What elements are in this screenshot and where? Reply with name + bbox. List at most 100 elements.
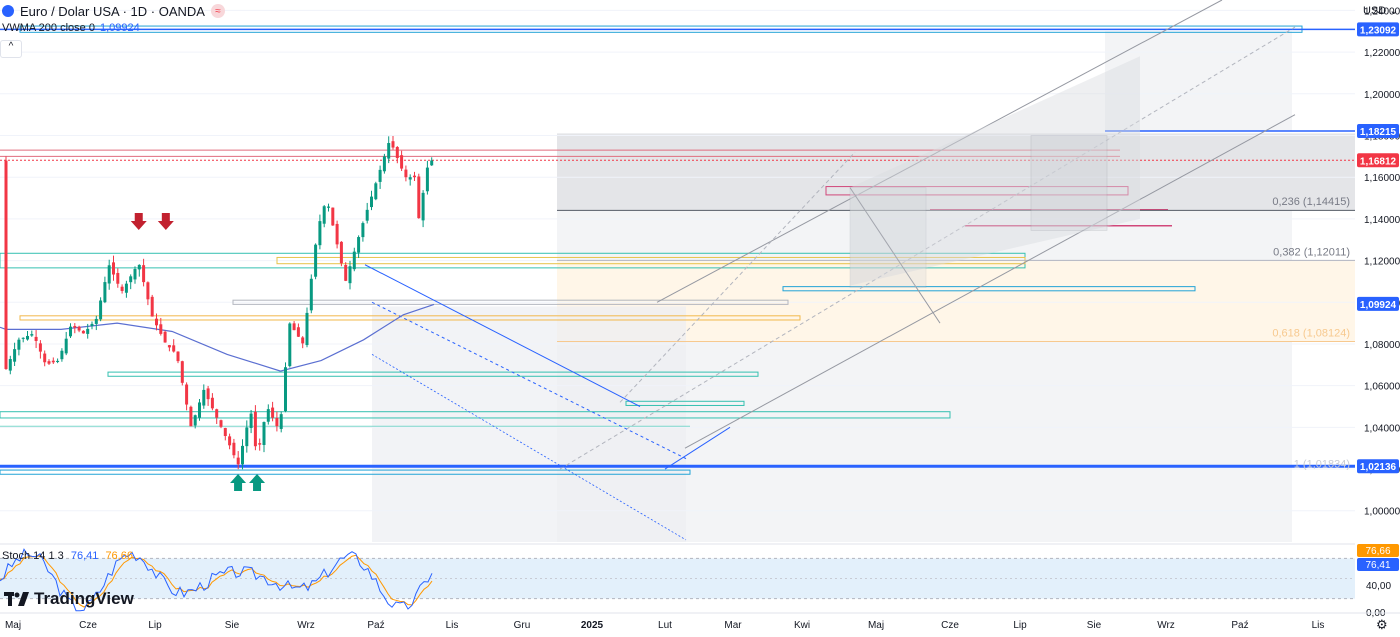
candle-body xyxy=(56,360,60,363)
candle-body xyxy=(94,318,98,324)
candle-body xyxy=(331,207,335,226)
candle-body xyxy=(146,282,150,300)
candle-body xyxy=(301,337,305,344)
currency-label: USD xyxy=(1363,5,1387,17)
candle-body xyxy=(361,223,365,238)
range-box xyxy=(849,187,927,289)
candle-body xyxy=(305,312,309,346)
euro-flag-icon xyxy=(2,5,14,17)
x-tick-label: Cze xyxy=(79,620,97,631)
vwma-legend[interactable]: VWMA 200 close 0 1,09924 xyxy=(2,22,140,34)
y-tick-label: 1,08000 xyxy=(1364,340,1400,351)
y-tick-label: 1,20000 xyxy=(1364,90,1400,101)
x-tick-label: Wrz xyxy=(297,620,315,631)
currency-selector[interactable]: USD ⌄ xyxy=(1363,5,1399,17)
candle-body xyxy=(133,269,137,280)
candle-body xyxy=(107,265,111,284)
stoch-label: Stoch 14 1 3 xyxy=(2,550,64,562)
stoch-tick-label: 40,00 xyxy=(1366,581,1391,592)
candle-body xyxy=(176,351,180,362)
candle-body xyxy=(228,436,232,446)
channel-fill xyxy=(850,56,1140,286)
fib-level-label: 0,382 (1,12011) xyxy=(1273,246,1350,258)
y-tick-label: 1,22000 xyxy=(1364,48,1400,59)
trend-line-down xyxy=(364,264,641,407)
candle-body xyxy=(378,169,382,182)
x-tick-label: Sie xyxy=(225,620,240,631)
stoch-k-line xyxy=(0,548,433,612)
candle-body xyxy=(365,209,369,221)
vwma-line xyxy=(0,303,435,372)
y-tick-label: 1,06000 xyxy=(1364,382,1400,393)
candle-body xyxy=(112,262,115,275)
candle-body xyxy=(404,169,408,178)
stoch-value-tag xyxy=(1357,558,1399,571)
candle-body xyxy=(425,167,429,192)
x-tick-label: Lut xyxy=(658,620,672,631)
candle-body xyxy=(38,343,42,352)
candle-body xyxy=(288,323,292,367)
stoch-legend[interactable]: Stoch 14 1 3 76,41 76,66 xyxy=(2,550,133,562)
trend-line-up xyxy=(664,426,731,470)
approx-icon[interactable]: ≈ xyxy=(210,4,225,18)
x-tick-label: Lis xyxy=(446,620,459,631)
arrow-up-icon xyxy=(249,474,266,491)
arrow-down-icon xyxy=(157,213,174,230)
candle-body xyxy=(275,417,279,427)
tradingview-logo[interactable]: TradingView xyxy=(4,589,134,609)
arrow-down-icon xyxy=(130,213,147,230)
candle-body xyxy=(43,353,47,363)
candle-body xyxy=(395,147,399,159)
y-tick-label: 1,12000 xyxy=(1364,257,1400,268)
price-axis xyxy=(1355,0,1400,637)
symbol-title[interactable]: Euro / Dolar USA · 1D · OANDA xyxy=(20,3,205,19)
candle-body xyxy=(129,276,133,283)
symbol-header[interactable]: Euro / Dolar USA · 1D · OANDA ≈ xyxy=(0,0,225,22)
vwma-value: 1,09924 xyxy=(100,22,140,34)
channel-mid xyxy=(559,26,1296,470)
arrow-up-icon xyxy=(230,474,247,491)
candle-body xyxy=(86,328,90,334)
candle-body xyxy=(189,406,193,427)
candle-body xyxy=(30,334,34,336)
candle-body xyxy=(215,409,219,418)
blue-zone xyxy=(782,286,1196,292)
candle-body xyxy=(262,422,266,446)
x-tick-label: Mar xyxy=(724,620,742,631)
channel-upper xyxy=(656,0,1223,303)
collapse-legend-button[interactable]: ^ xyxy=(0,40,22,58)
fib-level-label: 0,236 (1,14415) xyxy=(1272,196,1350,208)
tradingview-icon xyxy=(4,592,29,606)
stoch-value-label: 76,66 xyxy=(1365,546,1390,557)
candle-body xyxy=(137,264,141,270)
candle-body xyxy=(382,156,386,172)
teal-zone xyxy=(625,400,745,406)
price-tag-label: 1,02136 xyxy=(1360,462,1397,473)
x-tick-label: Sie xyxy=(1087,620,1102,631)
candle-body xyxy=(142,265,146,283)
price-tag-label: 1,09924 xyxy=(1360,300,1397,311)
x-tick-label: Maj xyxy=(5,620,21,631)
y-tick-label: 1,14000 xyxy=(1364,215,1400,226)
settings-gear-icon[interactable]: ⚙ xyxy=(1376,617,1388,632)
candle-body xyxy=(103,282,107,303)
candle-body xyxy=(266,409,270,422)
x-tick-label: Lip xyxy=(1013,620,1027,631)
stoch-value-label: 76,41 xyxy=(1365,560,1390,571)
x-tick-label: Lip xyxy=(148,620,162,631)
candle-body xyxy=(17,339,21,350)
stoch-d-line xyxy=(0,554,433,608)
x-tick-label: Lis xyxy=(1312,620,1325,631)
price-tag-label: 1,23092 xyxy=(1360,25,1397,36)
support-zone xyxy=(0,469,691,475)
candle-body xyxy=(159,324,163,334)
stoch-k-value: 76,41 xyxy=(70,550,99,562)
fib-level-label: 0,618 (1,08124) xyxy=(1272,327,1350,339)
candle-body xyxy=(219,420,223,427)
upper-fib-zone xyxy=(557,133,1355,211)
candle-body xyxy=(73,326,77,328)
candle-body xyxy=(150,296,154,317)
candle-body xyxy=(284,367,287,412)
candle-body xyxy=(430,160,434,166)
